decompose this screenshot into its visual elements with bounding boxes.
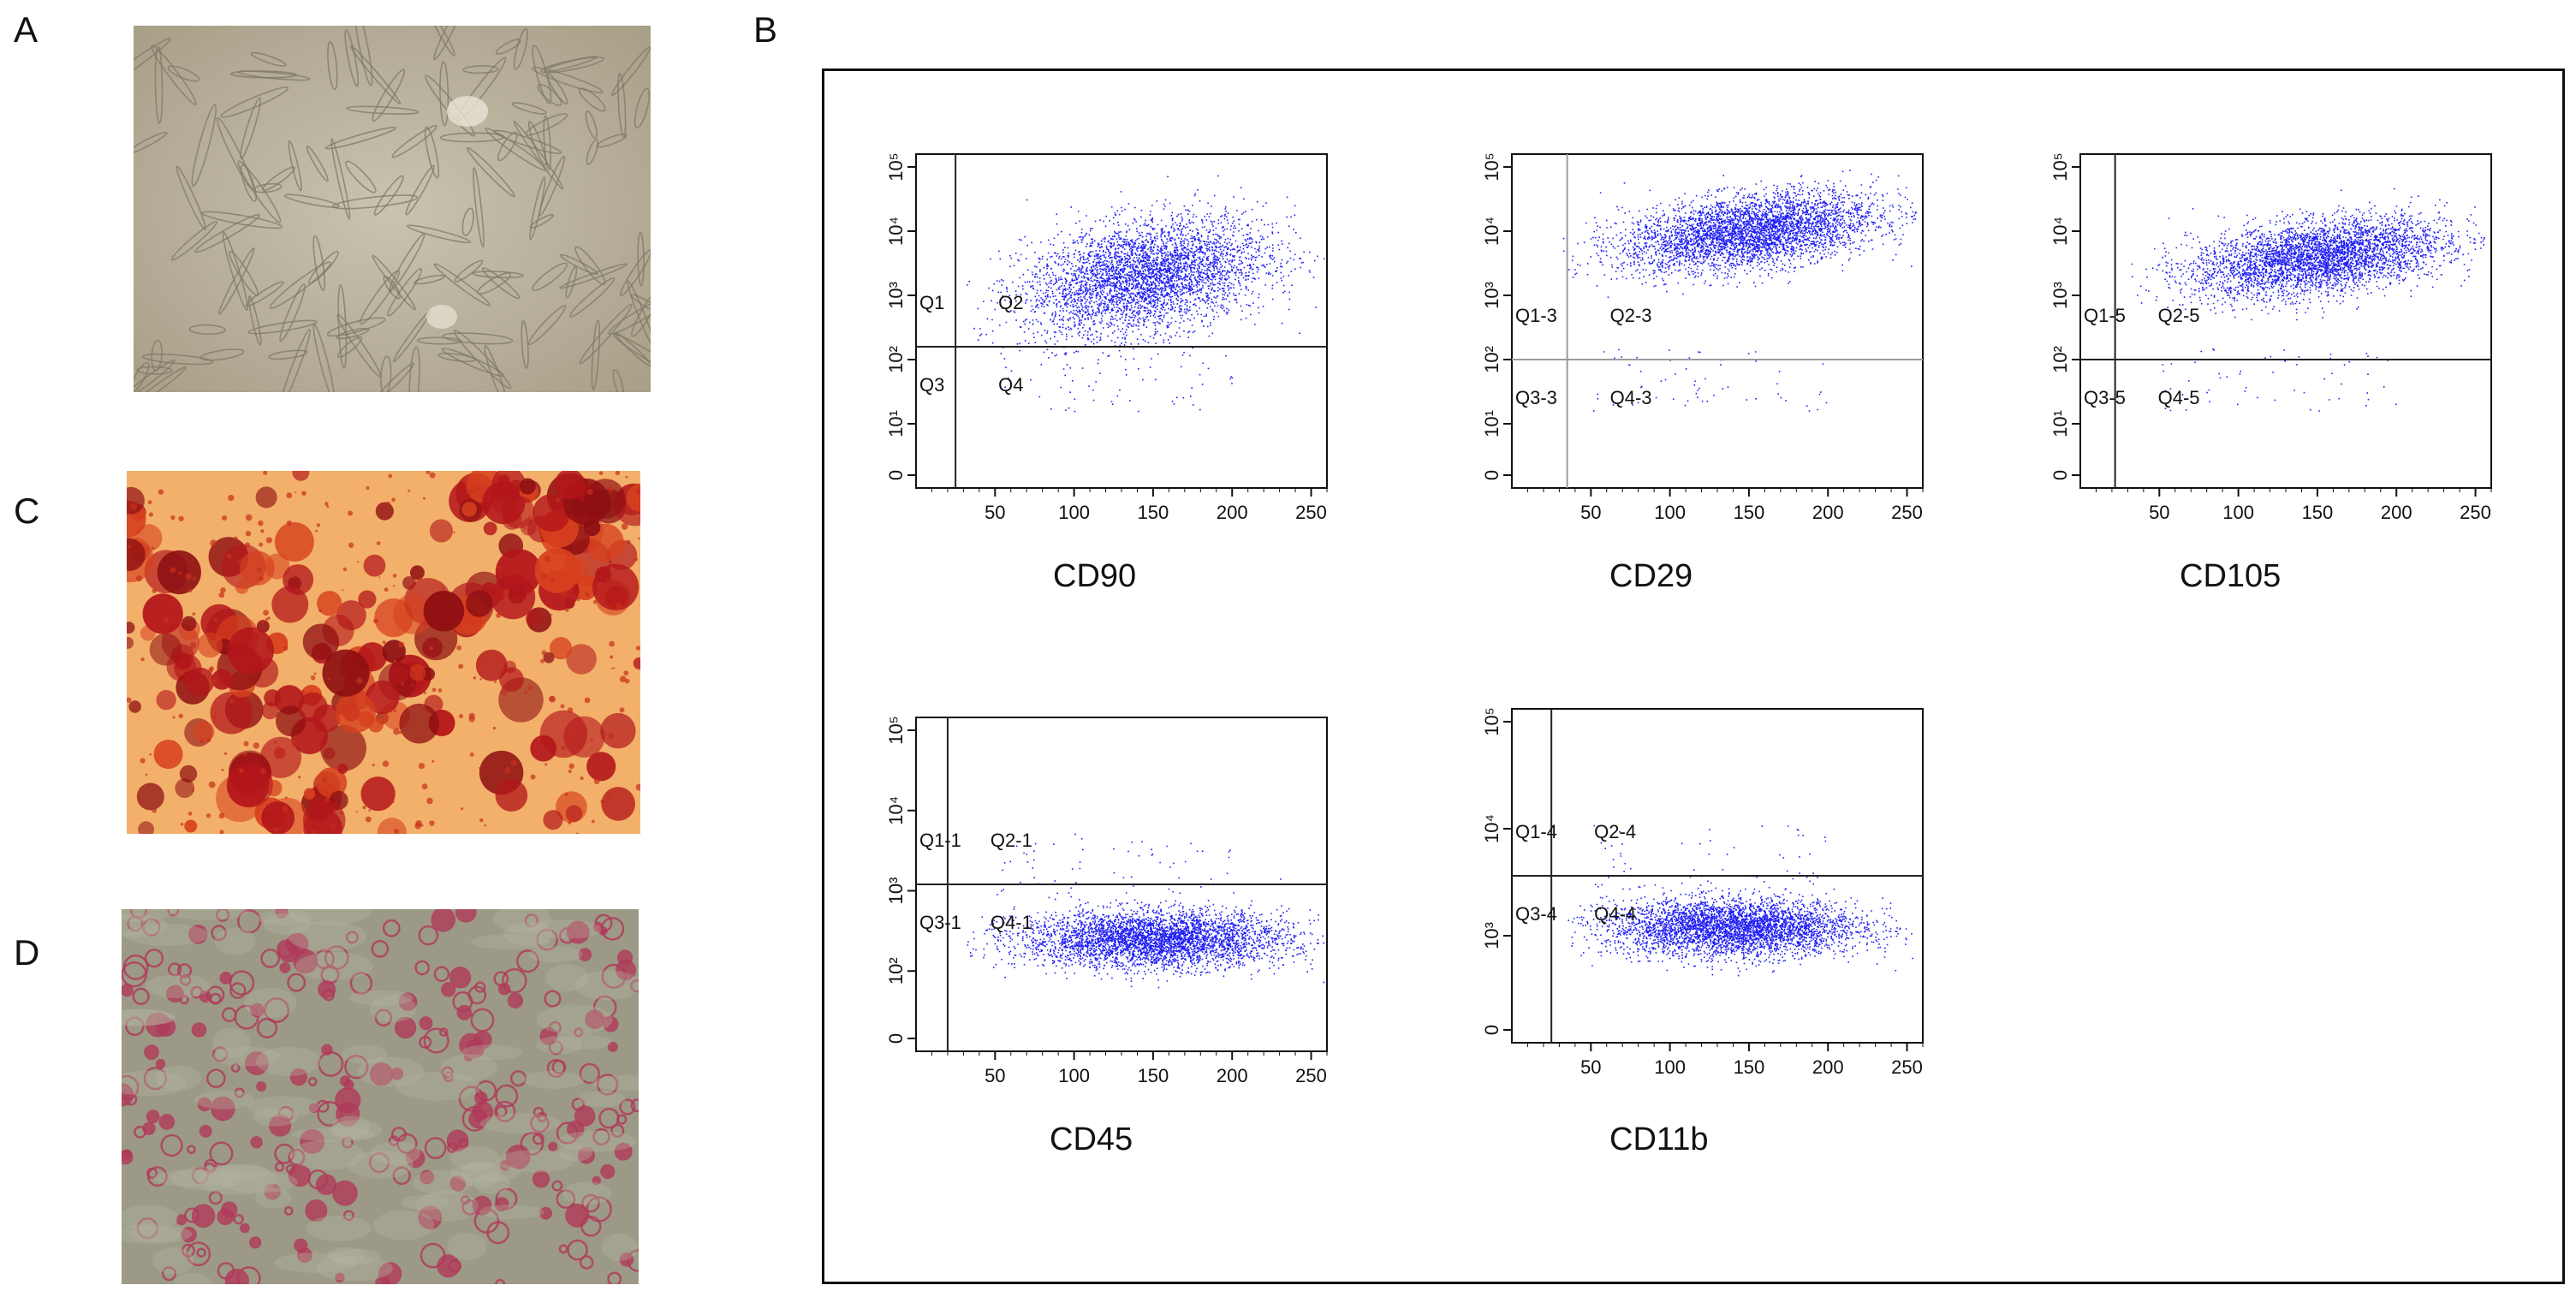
plot-title-cd90: CD90 [1053,558,1137,594]
quadrant-label: Q3-4 [1515,903,1557,925]
quadrant-label: Q3 [919,374,944,396]
y-tick-label: 10³ [1481,922,1502,949]
flow-plot-cd11b: Q1-4 Q2-4 Q3-4 Q4-4 50 100 150 200 250 0 10³ 10⁴ 10⁵ [1481,707,1924,1078]
y-tick-label: 10⁴ [885,217,907,246]
scatter-points [967,833,1324,989]
quadrant-label: Q1-1 [919,830,961,851]
x-tick-label: 200 [1217,502,1248,523]
quadrant-label: Q3-5 [2084,387,2126,408]
x-tick-label: 200 [1812,502,1844,523]
x-tick-label: 200 [2381,502,2412,523]
x-tick-label: 50 [1580,502,1601,523]
x-tick-label: 150 [1734,502,1765,523]
scatter-points [2131,187,2485,412]
quadrant-label: Q4-1 [991,912,1032,933]
alizarin-red-deposits-icon [127,471,640,834]
panel-label-a: A [14,9,39,50]
y-tick-label: 0 [2049,470,2071,480]
y-tick-label: 10³ [2049,282,2071,309]
y-tick-label: 10⁴ [1481,814,1502,843]
x-tick-label: 50 [985,502,1005,523]
x-tick-label: 100 [2222,502,2254,523]
y-tick-label: 0 [885,470,907,480]
x-tick-label: 50 [2149,502,2169,523]
y-tick-label: 10³ [1481,282,1502,309]
x-tick-label: 100 [1654,1056,1686,1078]
quadrant-label: Q2-5 [2158,305,2200,326]
panel-d-micrograph [122,909,639,1284]
y-tick-label: 0 [1481,1025,1502,1035]
x-tick-label: 100 [1654,502,1686,523]
plot-title-cd29: CD29 [1609,558,1693,594]
y-tick-label: 10¹ [2049,410,2071,437]
quadrant-label: Q3-3 [1515,387,1557,408]
x-tick-label: 150 [2302,502,2334,523]
x-tick-label: 150 [1138,502,1169,523]
y-tick-label: 10⁵ [885,152,907,181]
quadrant-label: Q4 [998,374,1023,396]
lipid-droplets-icon [122,909,639,1284]
flow-plot-cd105: Q1-5 Q2-5 Q3-5 Q4-5 50 100 150 200 250 0 10¹ 10² 10³… [2049,152,2492,523]
panel-label-b: B [753,9,778,50]
quadrant-label: Q1-3 [1515,305,1557,326]
quadrant-label: Q4-3 [1610,387,1652,408]
y-tick-label: 10⁵ [1481,152,1502,181]
x-tick-label: 250 [1295,1065,1327,1086]
quadrant-label: Q2-1 [991,830,1032,851]
y-tick-label: 0 [1481,470,1502,480]
panel-label-d: D [14,932,40,973]
y-tick-label: 10¹ [885,410,907,437]
fibroblast-cells-icon [134,26,651,392]
x-tick-label: 100 [1058,1065,1090,1086]
plot-title-cd11b: CD11b [1609,1122,1709,1157]
y-tick-label: 10³ [885,282,907,309]
quadrant-label: Q1-4 [1515,821,1557,842]
plot-frame [915,153,1328,489]
y-tick-label: 10² [1481,346,1502,373]
y-tick-label: 10² [885,957,907,985]
quadrant-label: Q1-5 [2084,305,2126,326]
y-tick-label: 10² [2049,346,2071,373]
panel-c-micrograph [127,471,640,834]
panel-a-micrograph [134,26,651,392]
flow-plot-cd29: Q1-3 Q2-3 Q3-3 Q4-3 50 100 150 200 250 0 10¹ 10² 10³… [1481,152,1924,523]
y-tick-label: 10¹ [1481,410,1502,437]
quadrant-label: Q1 [919,292,944,313]
flow-plot-cd90: Q1 Q2 Q3 Q4 50 100 150 200 250 0 10¹ 10² 10³ 10⁴ 10⁵ [885,152,1328,523]
quadrant-label: Q4-5 [2158,387,2200,408]
plot-title-cd105: CD105 [2180,558,2282,594]
y-tick-label: 10⁵ [885,716,907,745]
plot-frame [2079,153,2492,489]
plot-title-cd45: CD45 [1050,1122,1133,1157]
panel-label-c: C [14,491,40,531]
x-tick-label: 50 [1580,1056,1601,1078]
x-tick-label: 200 [1217,1065,1248,1086]
y-tick-label: 10⁴ [1481,217,1502,246]
y-tick-label: 10⁴ [2049,217,2071,246]
x-tick-label: 150 [1138,1065,1169,1086]
x-tick-label: 150 [1734,1056,1765,1078]
y-tick-label: 10³ [885,878,907,905]
quadrant-label: Q2 [998,292,1023,313]
quadrant-label: Q2-4 [1594,821,1636,842]
quadrant-label: Q2-3 [1610,305,1652,326]
panel-b-frame [822,68,2565,1284]
x-tick-label: 250 [1295,502,1327,523]
quadrant-label: Q4-4 [1594,903,1636,925]
x-tick-label: 50 [985,1065,1005,1086]
x-tick-label: 200 [1812,1056,1844,1078]
scatter-points [1568,824,1913,977]
y-tick-label: 10⁵ [1481,707,1502,736]
y-tick-label: 10⁴ [885,796,907,825]
y-tick-label: 10² [885,346,907,373]
y-tick-label: 0 [885,1033,907,1044]
x-tick-label: 250 [2460,502,2491,523]
quadrant-label: Q3-1 [919,912,961,933]
flow-plot-cd45: Q1-1 Q2-1 Q3-1 Q4-1 50 100 150 200 250 0 10² 10³ 10⁴… [885,716,1328,1086]
x-tick-label: 250 [1891,1056,1923,1078]
x-tick-label: 250 [1891,502,1923,523]
scatter-points [1562,170,1917,412]
y-tick-label: 10⁵ [2049,152,2071,181]
x-tick-label: 100 [1058,502,1090,523]
